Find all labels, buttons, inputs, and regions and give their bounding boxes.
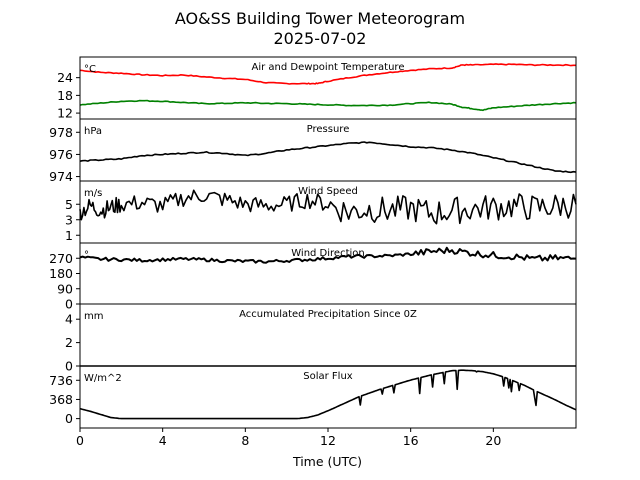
series-line-1-0: [79, 141, 577, 174]
panel-title: Air and Dewpoint Temperature: [252, 62, 405, 73]
panel-unit: °C: [84, 64, 96, 75]
y-tick-label: 1: [65, 228, 73, 243]
panel-unit: °: [84, 250, 89, 261]
y-tick-label: 90: [57, 281, 73, 296]
panel-0: 12 18 24 Air and Dewpoint Temperature °C: [57, 56, 577, 121]
panel-unit: W/m^2: [84, 373, 122, 384]
figure-date: 2025-07-02: [274, 29, 367, 48]
panel-2: 135 Wind Speed m/s: [65, 180, 577, 244]
x-tick-label: 20: [485, 433, 501, 448]
panel-title: Wind Speed: [298, 186, 358, 197]
panel-title: Solar Flux: [303, 371, 353, 382]
y-tick-label: 978: [49, 125, 73, 140]
series-line-0-0: [79, 63, 576, 85]
y-tick-label: 270: [49, 251, 73, 266]
y-tick-label: 974: [49, 169, 73, 184]
y-tick-label: 368: [49, 392, 73, 407]
figure-title: AO&SS Building Tower Meteorogram: [175, 9, 465, 28]
x-tick-label: 12: [320, 433, 336, 448]
y-tick-label: 3: [65, 212, 73, 227]
panel-unit: hPa: [84, 126, 102, 137]
series-line-2-0: [79, 189, 577, 225]
y-tick-label: 12: [57, 106, 73, 121]
y-tick-label: 0: [65, 411, 73, 426]
series-line-3-0: [79, 246, 577, 264]
x-axis-label: Time (UTC): [292, 454, 362, 469]
y-tick-label: 180: [49, 266, 73, 281]
panel-title: Pressure: [307, 124, 350, 135]
y-tick-label: 976: [49, 147, 73, 162]
y-tick-label: 5: [65, 197, 73, 212]
x-tick-label: 8: [241, 433, 249, 448]
panel-title: Accumulated Precipitation Since 0Z: [239, 309, 417, 320]
panel-title: Wind Direction: [291, 248, 365, 259]
y-tick-label: 24: [57, 70, 73, 85]
x-axis-ticks: 0 4 8 12 16 20: [76, 433, 501, 448]
y-tick-label: 0: [65, 359, 73, 374]
panel-unit: m/s: [84, 188, 102, 199]
y-tick-label: 4: [65, 312, 73, 327]
panel-unit: mm: [84, 311, 103, 322]
series-line-0-1: [79, 99, 577, 112]
x-tick-label: 0: [76, 433, 84, 448]
panel-5: 0 368 736 Solar Flux W/m^2: [49, 365, 577, 432]
panel-4: 0 2 4 Accumulated Precipitation Since 0Z mm: [65, 303, 577, 374]
series-line-5-0: [79, 369, 577, 420]
y-tick-label: 2: [65, 335, 73, 350]
x-tick-label: 4: [159, 433, 167, 448]
panel-1: 974 976 978 Pressure hPa: [49, 118, 577, 184]
y-tick-label: 736: [49, 373, 73, 388]
x-tick-label: 16: [403, 433, 419, 448]
y-tick-label: 18: [57, 88, 73, 103]
y-tick-label: 0: [65, 297, 73, 312]
